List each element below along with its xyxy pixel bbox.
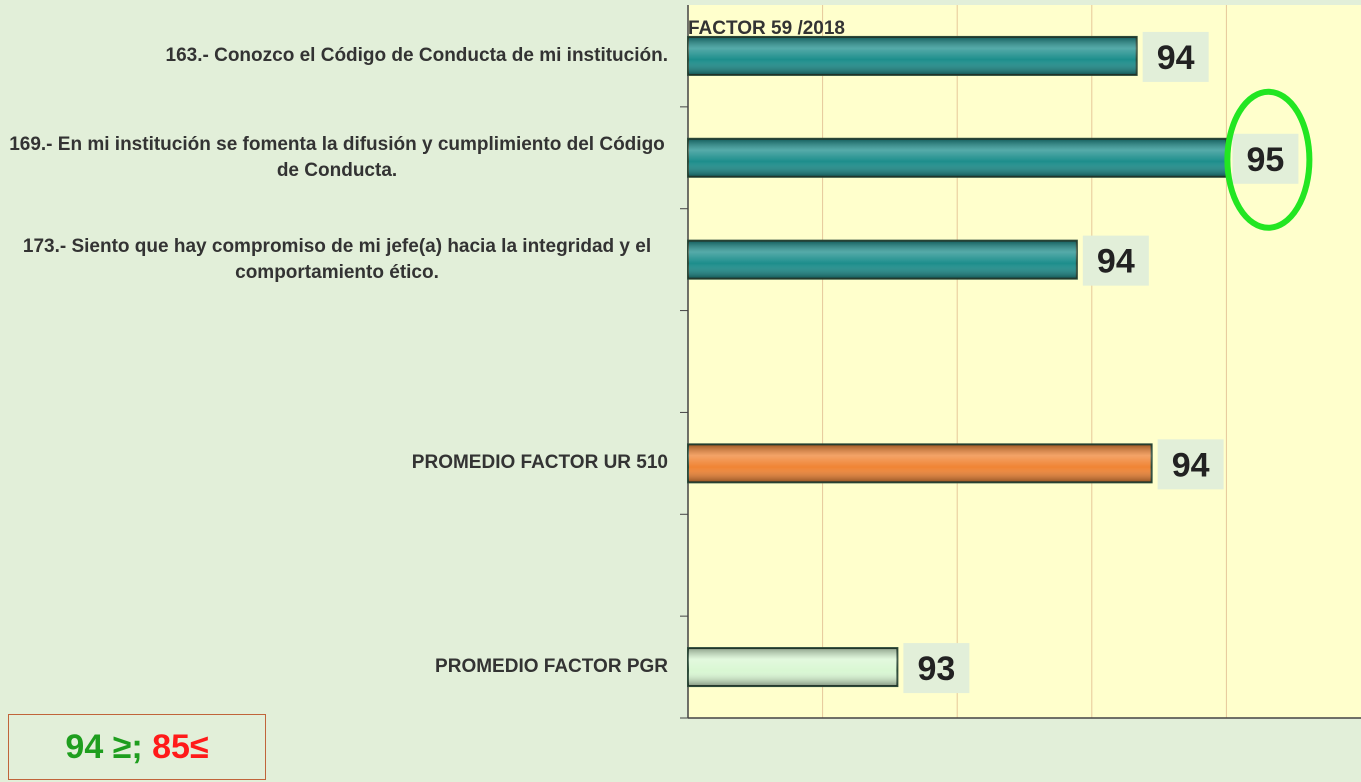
threshold-note: 94 ≥; 85≤ <box>8 714 266 780</box>
y-tick-label: 173.- Siento que hay compromiso de mi je… <box>22 235 652 283</box>
y-tick-label: 169.- En mi institución se fomenta la di… <box>9 133 665 181</box>
value-label: 94 <box>1172 446 1210 484</box>
bar-shade <box>688 648 898 687</box>
bar-shade <box>688 240 1077 279</box>
category-label-box: PROMEDIO FACTOR PGR <box>0 616 668 718</box>
category-label-box: PROMEDIO FACTOR UR 510 <box>0 412 668 514</box>
bar-shade <box>688 138 1227 177</box>
value-label-bg <box>1232 133 1299 184</box>
bar-shade <box>688 444 1152 483</box>
y-tick-label: PROMEDIO FACTOR UR 510 <box>411 452 668 474</box>
bar-shade <box>688 36 1137 75</box>
value-label: 94 <box>1097 243 1135 281</box>
plot-area <box>688 5 1361 718</box>
category-label-box: 173.- Siento que hay compromiso de mi je… <box>0 209 668 311</box>
high-threshold: 94 ≥; <box>65 727 143 766</box>
category-label-box: 169.- En mi institución se fomenta la di… <box>0 107 668 209</box>
highlight-ring <box>1224 88 1313 231</box>
y-tick-label: 163.- Conozco el Código de Conducta de m… <box>165 45 668 66</box>
value-label: 95 <box>1246 141 1284 179</box>
low-threshold: 85≤ <box>152 727 209 766</box>
value-label: 93 <box>917 650 955 688</box>
y-tick-label: PROMEDIO FACTOR PGR <box>435 656 668 678</box>
value-label: 94 <box>1157 39 1195 77</box>
chart-title: FACTOR 59 /2018 <box>688 18 845 39</box>
value-label-bg <box>1142 31 1209 82</box>
value-label-bg <box>903 643 970 694</box>
value-label-bg <box>1082 235 1149 286</box>
category-label-box: 163.- Conozco el Código de Conducta de m… <box>0 5 668 107</box>
value-label-bg <box>1157 439 1224 490</box>
